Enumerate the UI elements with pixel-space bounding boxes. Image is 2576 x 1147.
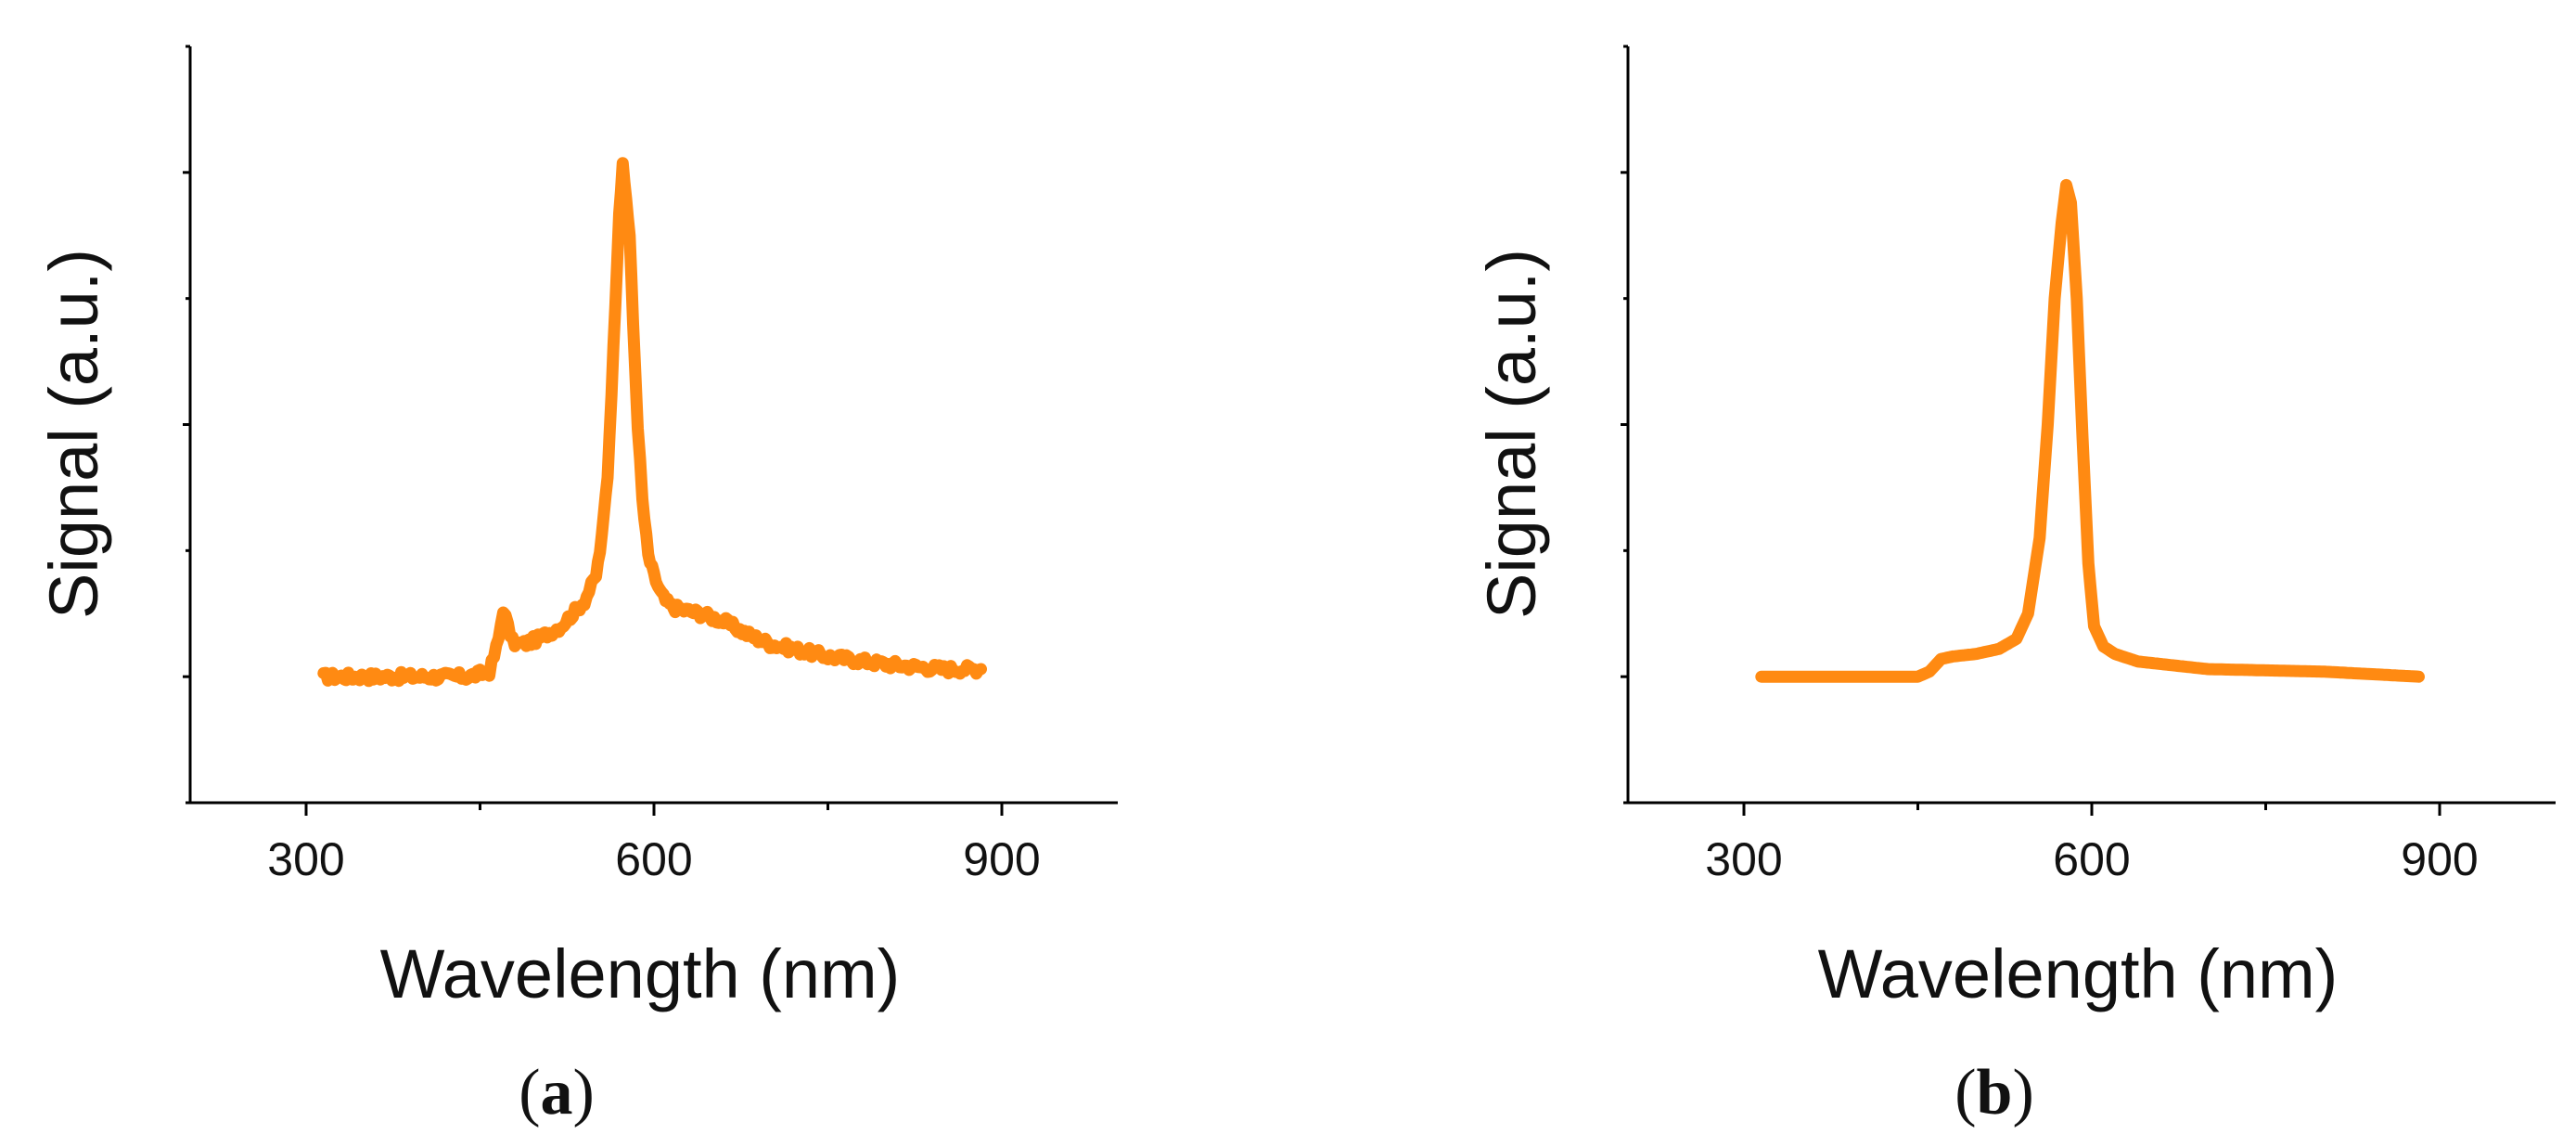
x-tick-label: 300 xyxy=(1705,833,1782,885)
panel-label: (a) xyxy=(519,1057,595,1128)
panel-a-chart: 300 600 900 Wavelength (nm) Signal (a.u.) (a) xyxy=(35,45,1118,1128)
x-tick-label: 900 xyxy=(963,833,1040,885)
x-tick-label: 300 xyxy=(267,833,344,885)
spectrum-series-line xyxy=(317,157,987,688)
spectrum-series-line xyxy=(1755,178,2425,683)
x-axis-title: Wavelength (nm) xyxy=(1818,935,2339,1012)
x-tick-label: 600 xyxy=(2053,833,2130,885)
panel-b-chart: 300 600 900 Wavelength (nm) Signal (a.u.) (b) xyxy=(1473,45,2556,1128)
x-tick-label: 900 xyxy=(2401,833,2478,885)
x-tick-label: 600 xyxy=(615,833,692,885)
x-axis-title: Wavelength (nm) xyxy=(380,935,901,1012)
y-axis-title: Signal (a.u.) xyxy=(1473,249,1550,619)
y-axis-title: Signal (a.u.) xyxy=(35,249,112,619)
panel-label: (b) xyxy=(1954,1057,2034,1128)
